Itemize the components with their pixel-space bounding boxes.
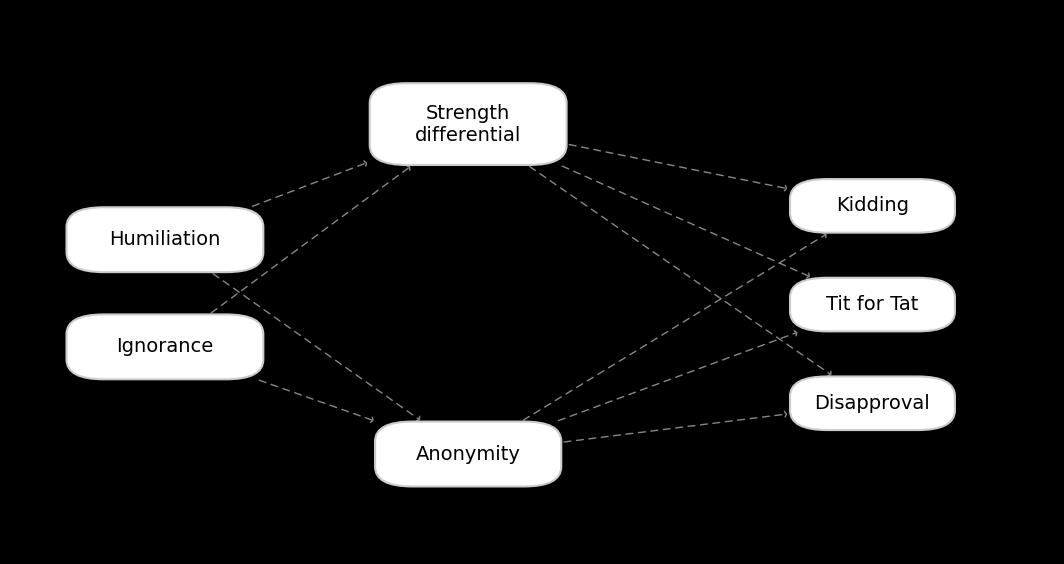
Text: Humiliation: Humiliation bbox=[110, 230, 220, 249]
Text: Tit for Tat: Tit for Tat bbox=[827, 295, 918, 314]
FancyBboxPatch shape bbox=[376, 422, 562, 486]
Text: Strength
differential: Strength differential bbox=[415, 104, 521, 144]
FancyBboxPatch shape bbox=[789, 179, 954, 232]
FancyBboxPatch shape bbox=[66, 208, 263, 272]
FancyBboxPatch shape bbox=[789, 377, 954, 430]
Text: Ignorance: Ignorance bbox=[116, 337, 214, 356]
FancyBboxPatch shape bbox=[66, 315, 263, 379]
Text: Kidding: Kidding bbox=[836, 196, 909, 215]
Text: Anonymity: Anonymity bbox=[416, 444, 520, 464]
Text: Disapproval: Disapproval bbox=[815, 394, 930, 413]
FancyBboxPatch shape bbox=[789, 277, 954, 332]
FancyBboxPatch shape bbox=[370, 83, 566, 165]
